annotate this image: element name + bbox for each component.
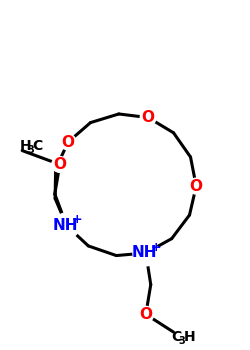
Text: O: O [142,110,155,125]
Text: 3: 3 [27,145,34,155]
Text: +: + [150,240,161,253]
Circle shape [54,213,80,239]
Text: H: H [184,330,195,344]
Circle shape [60,134,76,150]
Circle shape [140,110,156,126]
Text: O: O [53,157,66,172]
Text: NH: NH [53,218,78,233]
Text: O: O [190,178,203,194]
Text: 3: 3 [178,336,185,346]
Text: C: C [32,139,42,153]
Text: O: O [62,134,75,149]
Text: H: H [20,139,32,153]
Circle shape [138,306,154,322]
Circle shape [188,178,204,194]
Circle shape [133,240,159,266]
Circle shape [52,156,68,172]
Text: C: C [172,330,182,344]
Text: O: O [139,307,152,322]
Text: NH: NH [132,245,158,260]
Text: +: + [71,213,82,226]
